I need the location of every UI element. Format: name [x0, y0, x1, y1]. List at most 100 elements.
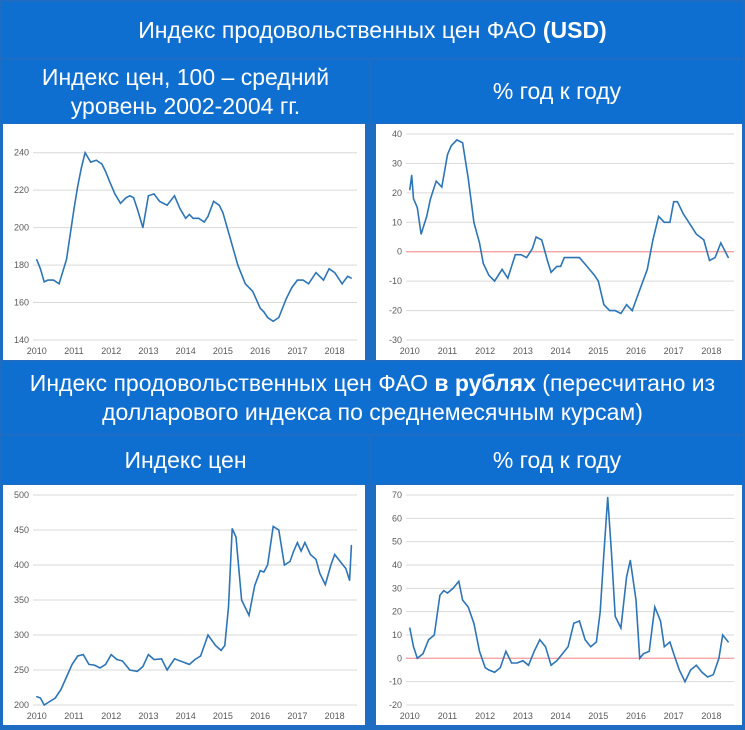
data-point [727, 257, 729, 259]
data-point [110, 654, 112, 656]
y-tick-label: 240 [14, 148, 29, 158]
data-point [482, 262, 484, 265]
y-tick-label: 70 [392, 490, 402, 500]
data-point [652, 239, 654, 241]
data-point [571, 257, 573, 259]
data-point [494, 671, 496, 673]
data-point [192, 217, 194, 219]
data-point [39, 268, 42, 270]
data-point [142, 227, 144, 229]
data-point [610, 552, 613, 554]
data-point [99, 667, 101, 669]
x-tick-label: 2018 [701, 711, 721, 721]
y-tick-label: 40 [392, 560, 402, 570]
usd-index-svg: 140 160 180 200 220 240 2010 2011 2012 2013 2014 20… [14, 148, 357, 356]
y-tick-label: 250 [14, 665, 29, 675]
data-point [659, 620, 662, 622]
data-point [541, 239, 543, 241]
data-point [350, 277, 352, 279]
data-point [595, 641, 597, 643]
data-point [166, 669, 168, 671]
data-point [609, 310, 611, 312]
data-point [159, 200, 161, 202]
data-point [278, 316, 280, 319]
data-point [296, 542, 298, 544]
y-tick-label: 140 [14, 335, 29, 345]
data-point [669, 221, 671, 223]
data-point [533, 650, 535, 652]
data-point [546, 259, 548, 262]
data-point [578, 620, 580, 622]
data-point [593, 274, 596, 276]
data-point [544, 646, 547, 648]
data-point [267, 316, 269, 319]
data-point [428, 639, 430, 641]
x-tick-label: 2010 [400, 346, 420, 356]
data-point [179, 208, 181, 210]
data-point [708, 259, 711, 262]
data-point [720, 242, 722, 244]
series-line [35, 150, 352, 323]
data-point [599, 611, 601, 613]
data-point [501, 268, 503, 270]
data-point [722, 634, 724, 636]
data-point [147, 195, 149, 197]
data-point [639, 657, 641, 659]
rub-index-chart: 200 250 300 350 400 450 500 2010 2011 2012 2013 201… [3, 485, 365, 725]
series-line [409, 138, 730, 315]
data-point [663, 221, 665, 223]
data-point [349, 579, 351, 581]
data-point [334, 272, 336, 274]
data-point [77, 185, 79, 187]
x-tick-label: 2014 [176, 346, 196, 356]
y-tick-label: 50 [392, 537, 402, 547]
data-point [328, 268, 330, 270]
data-point [194, 658, 196, 661]
y-tick-label: 160 [14, 298, 29, 308]
data-point [188, 663, 190, 665]
data-point [289, 560, 291, 563]
y-tick-label: 400 [14, 560, 29, 570]
data-point [429, 198, 432, 200]
data-point [173, 658, 176, 660]
x-tick-label: 2011 [438, 346, 457, 356]
data-point [458, 580, 460, 582]
rub-yoy-chart: -20 -10 0 10 20 30 40 50 60 70 2010 2011 2012 2013 201… [376, 485, 742, 725]
data-point [300, 550, 302, 552]
data-point [560, 265, 562, 267]
x-tick-label: 2015 [213, 346, 233, 356]
y-tick-label: 0 [397, 247, 402, 257]
rub-yoy-header: % год к году [371, 436, 743, 484]
data-point [39, 697, 42, 699]
data-point [58, 283, 60, 285]
data-point [478, 242, 481, 244]
data-point [435, 180, 437, 182]
x-tick-label: 2010 [27, 346, 47, 356]
data-point [607, 496, 609, 498]
y-tick-label: 300 [14, 630, 29, 640]
data-point [181, 661, 183, 663]
data-point [304, 542, 306, 544]
data-point [119, 202, 122, 204]
data-point [467, 606, 469, 608]
data-point [673, 201, 675, 203]
data-point [695, 233, 697, 235]
data-point [173, 195, 176, 197]
data-point [467, 177, 469, 179]
x-tick-label: 2013 [513, 711, 533, 721]
x-tick-label: 2016 [250, 711, 270, 721]
x-tick-label: 2016 [250, 346, 270, 356]
data-point [416, 207, 418, 209]
data-point [614, 615, 616, 617]
data-point [95, 159, 97, 161]
usd-section-title: Индекс продовольственных цен ФАО (USD) [2, 2, 743, 58]
data-point [620, 627, 622, 629]
data-point [319, 572, 321, 574]
data-point [241, 599, 243, 601]
x-tick-label: 2013 [513, 346, 533, 356]
data-point [507, 277, 509, 279]
data-point [654, 606, 656, 608]
data-point [703, 239, 705, 241]
data-point [522, 660, 524, 662]
data-point [36, 258, 38, 261]
